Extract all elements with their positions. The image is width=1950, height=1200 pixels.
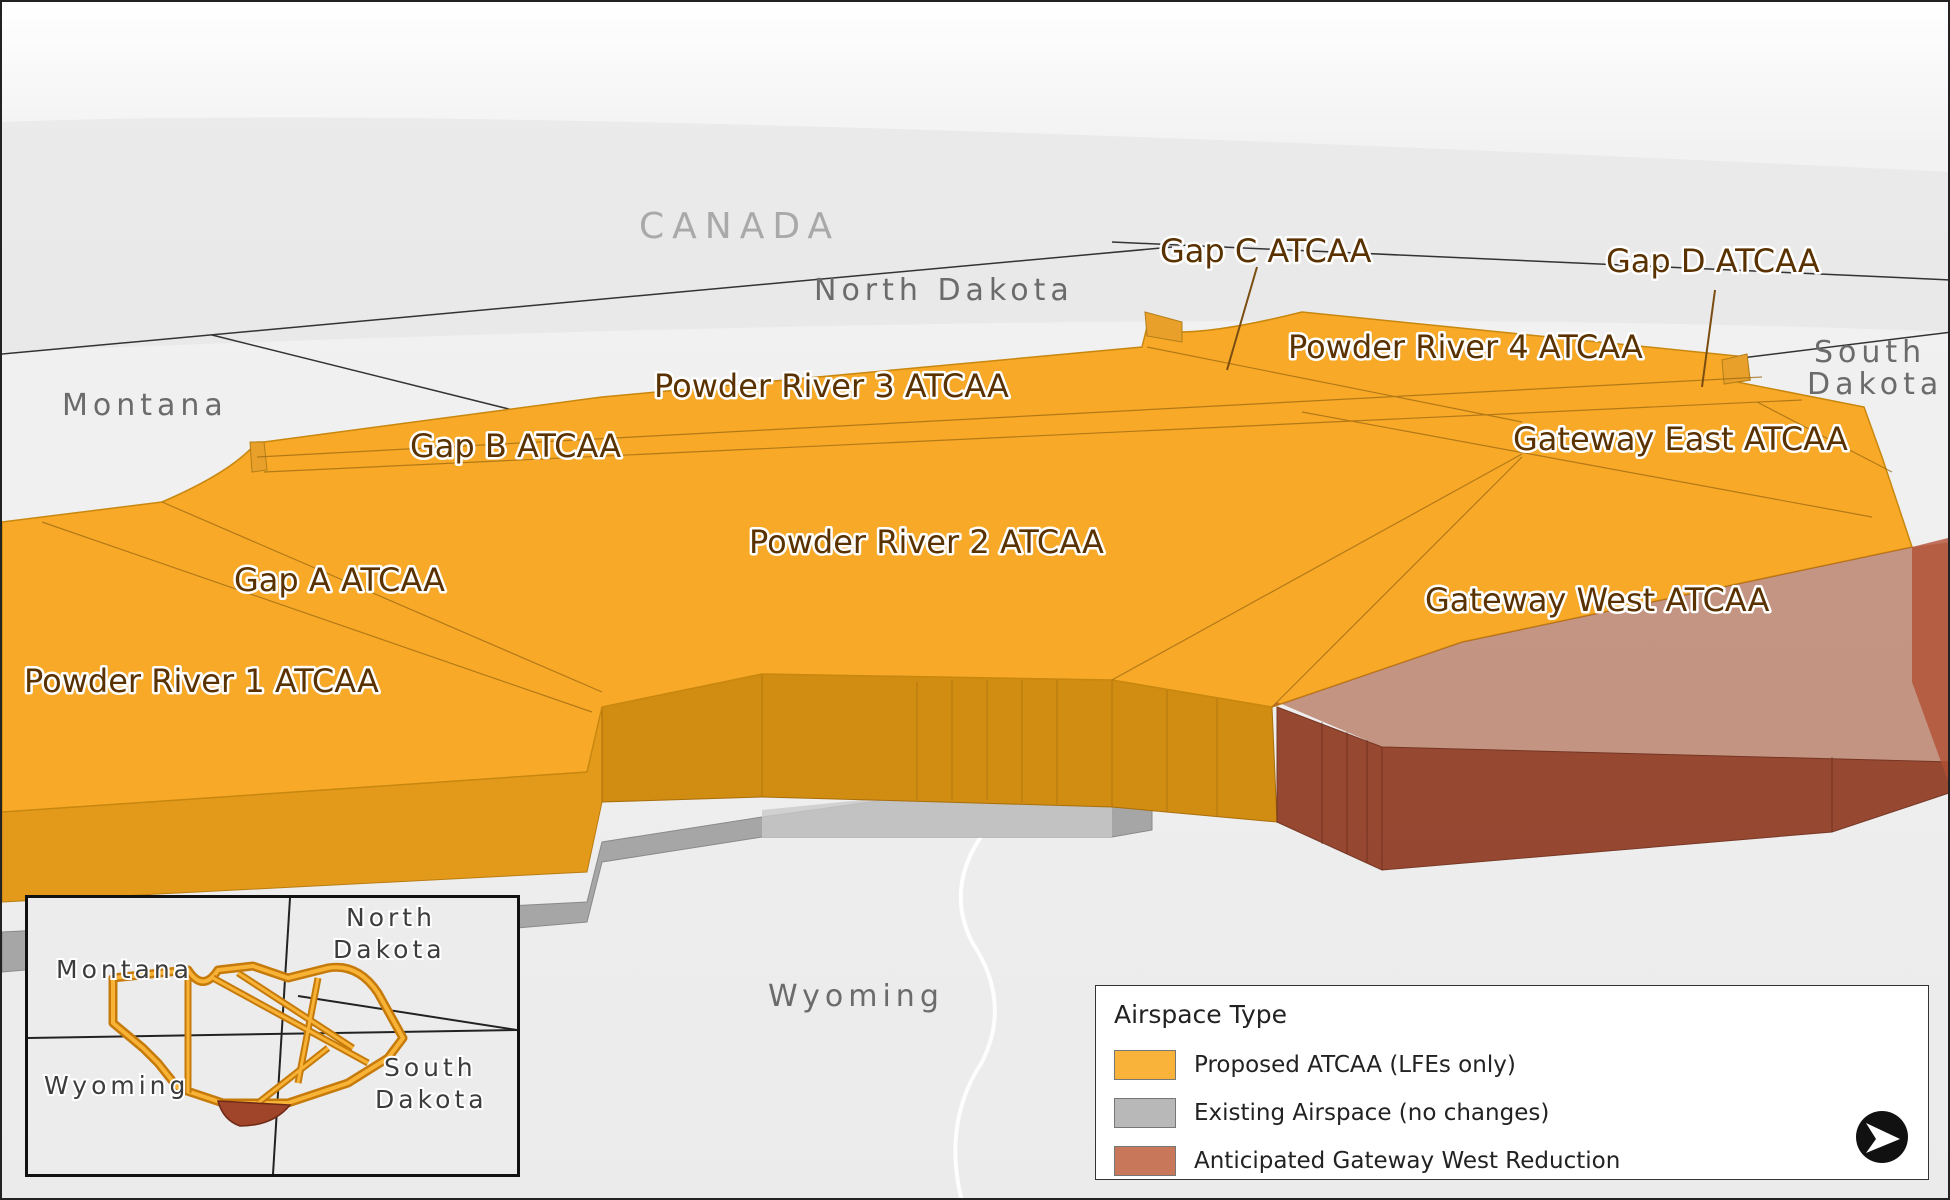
north-arrow-svg [1856, 1111, 1908, 1163]
legend-label-proposed: Proposed ATCAA (LFEs only) [1194, 1052, 1516, 1078]
gateway-east-label: Gateway East ATCAA [1513, 420, 1848, 458]
gateway-west-reduction-top [1272, 542, 1948, 762]
gap-d-leader-line [1701, 289, 1716, 388]
legend-label-reduction: Anticipated Gateway West Reduction [1194, 1148, 1621, 1174]
gateway-west-reduction-wall [1276, 706, 1948, 871]
legend-swatch-existing [1114, 1098, 1176, 1128]
gap-a-label: Gap A ATCAA [234, 561, 445, 599]
inset-reduction-area [217, 1100, 292, 1127]
inset-north-dakota-label-line1: North [346, 903, 436, 932]
reduction-wall-lines [1321, 722, 1833, 870]
legend-item-proposed: Proposed ATCAA (LFEs only) [1114, 1049, 1516, 1081]
inset-montana-label: Montana [56, 955, 193, 984]
gateway-west-label: Gateway West ATCAA [1425, 581, 1770, 619]
atcaa-division-lines [41, 346, 1893, 713]
canada-border-line-east [1111, 241, 1948, 281]
gap-d-edge [1721, 353, 1751, 385]
inset-north-dakota-label-line2: Dakota [333, 935, 446, 964]
powder-river-2-label: Powder River 2 ATCAA [749, 523, 1104, 561]
inset-vertical-border [272, 898, 291, 1174]
river [953, 820, 997, 1198]
gap-b-label: Gap B ATCAA [410, 427, 621, 465]
south-dakota-label-line1: South [1814, 335, 1926, 370]
canada-border-line [2, 246, 1173, 355]
gap-c-label: Gap C ATCAA [1160, 232, 1372, 270]
legend-item-existing: Existing Airspace (no changes) [1114, 1097, 1549, 1129]
inset-south-dakota-label-line1: South [384, 1053, 477, 1082]
gateway-west-reduction-east [1912, 538, 1948, 781]
canada-label: CANADA [639, 206, 840, 247]
wall-segment-lines [761, 674, 1218, 817]
north-dakota-label: North Dakota [814, 273, 1074, 308]
powder-river-3-label: Powder River 3 ATCAA [654, 367, 1009, 405]
legend-swatch-reduction [1114, 1146, 1176, 1176]
legend: Airspace Type Proposed ATCAA (LFEs only)… [1095, 985, 1929, 1180]
gap-c-leader-line [1226, 266, 1258, 371]
north-arrow-icon [1854, 1109, 1910, 1165]
inset-montana-nd-border [28, 1029, 517, 1039]
inset-state-borders [28, 898, 517, 1174]
legend-title: Airspace Type [1114, 1000, 1288, 1029]
legend-swatch-proposed [1114, 1050, 1176, 1080]
inset-locator-map: Montana North Dakota Wyoming South Dakot… [25, 895, 520, 1177]
inset-map-svg: Montana North Dakota Wyoming South Dakot… [28, 898, 517, 1174]
powder-river-1-label: Powder River 1 ATCAA [24, 662, 379, 700]
powder-river-4-label: Powder River 4 ATCAA [1288, 328, 1643, 366]
gap-c-edge [1144, 311, 1183, 343]
montana-label: Montana [62, 388, 228, 423]
legend-item-reduction: Anticipated Gateway West Reduction [1114, 1145, 1620, 1177]
gap-d-label: Gap D ATCAA [1606, 242, 1820, 280]
wyoming-label: Wyoming [768, 979, 944, 1014]
terrain-shading [2, 117, 1948, 352]
inset-south-dakota-label-line2: Dakota [375, 1085, 488, 1114]
legend-label-existing: Existing Airspace (no changes) [1194, 1100, 1550, 1126]
south-dakota-label-line2: Dakota [1807, 367, 1943, 402]
inset-wyoming-label: Wyoming [44, 1071, 189, 1100]
inset-nd-sd-border [297, 995, 517, 1031]
inset-airspace-dividers-fill [186, 971, 369, 1105]
